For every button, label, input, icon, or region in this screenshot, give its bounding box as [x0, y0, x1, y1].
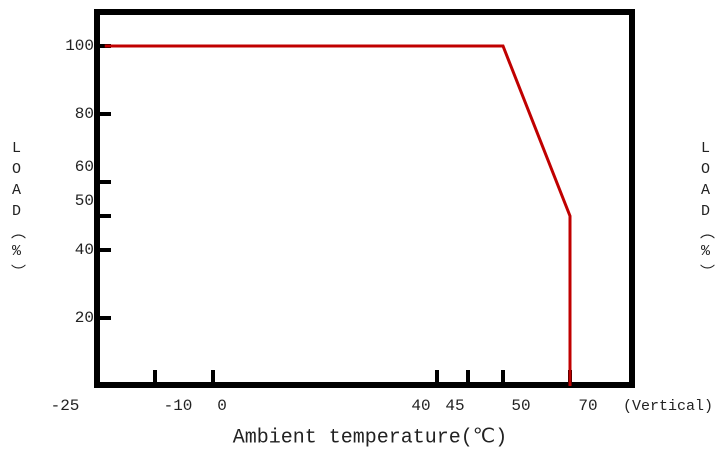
- y-tick-label: 50: [75, 192, 94, 210]
- x-tick-label: 0: [217, 397, 227, 415]
- frame: [94, 9, 635, 388]
- x-axis-label: Ambient temperature(℃): [233, 426, 508, 449]
- x-tick-label: -25: [51, 397, 80, 415]
- x-tick-label: -10: [164, 397, 193, 415]
- y2-axis-label: LOAD（%）: [697, 140, 714, 283]
- x-axis-note: (Vertical): [623, 398, 713, 415]
- y-axis-label: LOAD（%）: [8, 140, 25, 283]
- y-tick-label: 100: [65, 37, 94, 55]
- y-tick-label: 40: [75, 241, 94, 259]
- x-tick-label: 40: [411, 397, 430, 415]
- x-tick-label: 50: [511, 397, 530, 415]
- y-tick-label: 80: [75, 105, 94, 123]
- x-tick-label: 45: [445, 397, 464, 415]
- line: [104, 44, 572, 386]
- y-tick-label: 60: [75, 158, 94, 176]
- x-tick-label: 70: [578, 397, 597, 415]
- y-tick-label: 20: [75, 309, 94, 327]
